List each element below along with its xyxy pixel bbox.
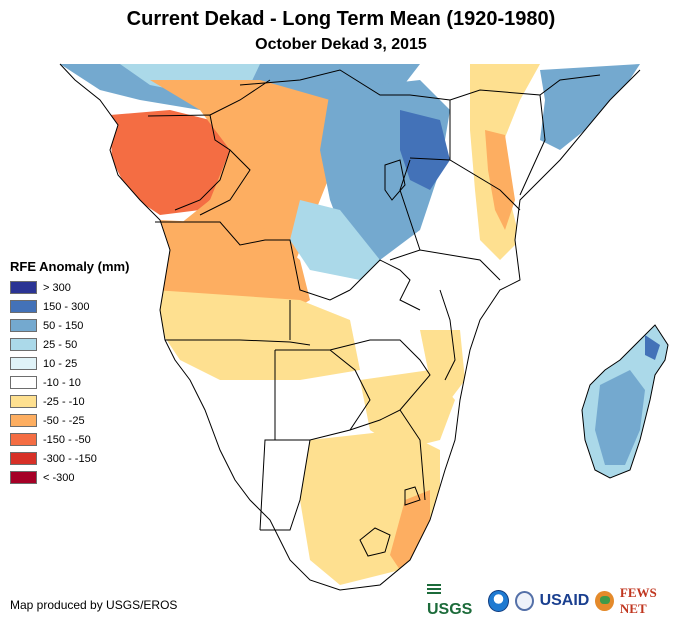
legend-item: -25 - -10 [10, 392, 129, 411]
legend-swatch [10, 357, 37, 370]
fews-net-logo: FEWS NET [619, 585, 657, 616]
legend-title: RFE Anomaly (mm) [10, 259, 130, 274]
border-tanzania [389, 159, 501, 281]
legend-item: 25 - 50 [10, 335, 129, 354]
border-zambia-drc [349, 259, 421, 311]
legend-item: -300 - -150 [10, 449, 129, 468]
legend-swatch [10, 281, 37, 294]
noaa-logo-icon [488, 590, 509, 612]
legend-label: -50 - -25 [43, 414, 85, 427]
anomaly-dry-zimbabwe [360, 370, 455, 450]
usaid-seal-icon [514, 591, 534, 611]
legend-item: 50 - 150 [10, 316, 129, 335]
partner-logos: USGS USAID FEWS NET [427, 583, 682, 619]
fews-globe-icon [595, 591, 614, 611]
legend-item: > 300 [10, 278, 129, 297]
legend: RFE Anomaly (mm) > 300 150 - 300 50 - 15… [10, 259, 129, 487]
legend-item: 10 - 25 [10, 354, 129, 373]
border-drc-angola [155, 221, 351, 301]
madagascar [581, 324, 669, 479]
border-rwanda-burundi [384, 159, 406, 201]
anomaly-dry-gabon [110, 110, 230, 215]
legend-swatch [10, 471, 37, 484]
legend-swatch [10, 338, 37, 351]
legend-swatch [10, 395, 37, 408]
usaid-logo: USAID [539, 592, 590, 609]
legend-swatch [10, 452, 37, 465]
map-credit: Map produced by USGS/EROS [10, 598, 178, 612]
border-namibia-botswana [259, 350, 276, 531]
legend-label: -25 - -10 [43, 395, 85, 408]
legend-label: -300 - -150 [43, 452, 97, 465]
anomaly-map [59, 63, 669, 591]
legend-label: < -300 [43, 471, 75, 484]
legend-swatch [10, 300, 37, 313]
anomaly-field [60, 64, 640, 585]
legend-swatch [10, 376, 37, 389]
border-malawi [439, 289, 456, 381]
usgs-wave-icon [427, 584, 441, 596]
anomaly-dry-kenya-core [485, 130, 515, 230]
anomaly-wet-east-light [290, 200, 380, 280]
border-uganda-kenya [409, 157, 521, 211]
border-angola-namibia [165, 339, 311, 346]
legend-label: -10 - 10 [43, 376, 81, 389]
legend-swatch [10, 319, 37, 332]
legend-label: > 300 [43, 281, 71, 294]
anomaly-dry-kenya [470, 64, 540, 260]
border-south-sudan [239, 69, 451, 101]
legend-item: -150 - -50 [10, 430, 129, 449]
legend-item: < -300 [10, 468, 129, 487]
border-swaziland [404, 486, 421, 506]
legend-swatch [10, 433, 37, 446]
country-borders [59, 63, 641, 591]
legend-swatch [10, 414, 37, 427]
anomaly-wet-horn [540, 64, 640, 150]
legend-label: -150 - -50 [43, 433, 91, 446]
map-subtitle: October Dekad 3, 2015 [255, 36, 427, 53]
anomaly-wet-lake [400, 110, 450, 190]
anomaly-mild-dry-west [155, 290, 360, 380]
legend-item: -10 - 10 [10, 373, 129, 392]
border-congo-drc [199, 79, 271, 216]
usgs-logo: USGS [427, 583, 482, 619]
legend-item: 150 - 300 [10, 297, 129, 316]
legend-label: 10 - 25 [43, 357, 78, 370]
legend-label: 150 - 300 [43, 300, 90, 313]
border-lesotho [359, 527, 391, 557]
legend-label: 25 - 50 [43, 338, 78, 351]
legend-label: 50 - 150 [43, 319, 84, 332]
border-horn [539, 74, 601, 96]
legend-item: -50 - -25 [10, 411, 129, 430]
map-title: Current Dekad - Long Term Mean (1920-198… [126, 8, 556, 30]
border-kenya-north [449, 89, 546, 196]
border-zambia-zimbabwe [329, 339, 431, 411]
